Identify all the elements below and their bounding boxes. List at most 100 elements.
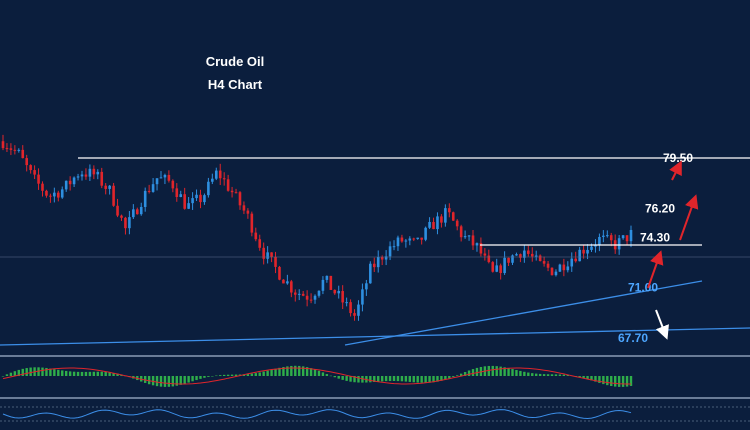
candle-body bbox=[171, 180, 175, 189]
candle-body bbox=[558, 264, 562, 272]
candle-body bbox=[270, 252, 273, 257]
candle-body bbox=[440, 216, 443, 223]
candle-body bbox=[293, 292, 297, 295]
candle-body bbox=[467, 235, 471, 237]
candle-body bbox=[72, 177, 76, 185]
candle-body bbox=[179, 194, 183, 197]
candle-body bbox=[286, 281, 289, 284]
candle-body bbox=[511, 255, 514, 263]
candle-body bbox=[546, 263, 550, 268]
candle-body bbox=[13, 149, 17, 151]
histogram-bar bbox=[68, 371, 72, 376]
histogram-bar bbox=[629, 376, 633, 386]
histogram-bar bbox=[606, 376, 609, 386]
candle-body bbox=[554, 271, 558, 276]
histogram-bar bbox=[621, 376, 625, 387]
candle-body bbox=[333, 289, 337, 294]
candle-body bbox=[471, 235, 475, 246]
candle-body bbox=[609, 235, 613, 241]
candle-body bbox=[412, 238, 416, 240]
histogram-bar bbox=[250, 373, 254, 376]
histogram-bar bbox=[175, 376, 178, 386]
candle-body bbox=[475, 243, 479, 246]
histogram-bar bbox=[270, 369, 273, 376]
histogram-bar bbox=[337, 376, 340, 379]
arrow-up-icon bbox=[647, 250, 664, 289]
candle-body bbox=[590, 246, 593, 250]
level-label: 74.30 bbox=[640, 230, 670, 244]
histogram-bar bbox=[373, 376, 376, 383]
histogram-bar bbox=[187, 376, 190, 383]
candle-body bbox=[124, 217, 127, 229]
candle-body bbox=[21, 149, 25, 159]
candle-body bbox=[211, 178, 214, 182]
histogram-bar bbox=[37, 367, 40, 376]
signal-line bbox=[2, 367, 631, 385]
histogram-bar bbox=[9, 372, 13, 376]
histogram-bar bbox=[519, 370, 522, 376]
histogram-bar bbox=[183, 376, 186, 384]
level-label: 76.20 bbox=[645, 201, 675, 215]
candle-body bbox=[337, 291, 341, 294]
candle-body bbox=[542, 261, 546, 264]
histogram-bar bbox=[219, 375, 222, 376]
candle-body bbox=[578, 249, 581, 262]
candle-body bbox=[396, 237, 400, 247]
candle-body bbox=[606, 235, 609, 237]
histogram-bar bbox=[471, 369, 475, 376]
candle-body bbox=[309, 299, 313, 301]
histogram-bar bbox=[262, 371, 265, 376]
histogram-bar bbox=[353, 376, 356, 383]
candle-body bbox=[9, 148, 13, 150]
level-label: 71.00 bbox=[628, 281, 658, 295]
candle-body bbox=[139, 206, 143, 215]
histogram-bar bbox=[45, 367, 48, 376]
histogram-bar bbox=[436, 376, 439, 382]
candle-body bbox=[499, 265, 502, 274]
candle-body bbox=[519, 254, 522, 258]
candle-body bbox=[562, 264, 566, 271]
candle-body bbox=[523, 250, 526, 258]
candle-body bbox=[432, 221, 435, 230]
candle-body bbox=[404, 240, 408, 242]
candle-body bbox=[495, 265, 499, 272]
candle-body bbox=[317, 290, 321, 296]
level-label: 79.50 bbox=[663, 151, 693, 165]
histogram-bar bbox=[535, 373, 538, 376]
candle-body bbox=[297, 293, 301, 295]
candle-body bbox=[582, 249, 585, 254]
histogram-bar bbox=[357, 376, 360, 383]
candle-body bbox=[594, 245, 597, 247]
candle-body bbox=[586, 249, 589, 254]
candle-body bbox=[325, 275, 329, 280]
candle-body bbox=[76, 176, 80, 178]
candle-body bbox=[487, 255, 491, 263]
candle-body bbox=[428, 221, 431, 228]
histogram-bar bbox=[582, 376, 585, 378]
histogram-bar bbox=[392, 376, 396, 382]
histogram-bar bbox=[171, 376, 175, 387]
histogram-bar bbox=[230, 374, 234, 376]
histogram-bar bbox=[64, 370, 68, 376]
candle-body bbox=[135, 209, 139, 215]
candle-body bbox=[380, 256, 384, 260]
histogram-bar bbox=[491, 365, 494, 376]
candle-body bbox=[436, 216, 439, 230]
candle-body bbox=[408, 238, 412, 241]
candle-body bbox=[104, 185, 107, 189]
histogram-bar bbox=[562, 374, 566, 376]
candle-body bbox=[376, 256, 380, 268]
candle-body bbox=[629, 229, 633, 242]
candle-body bbox=[534, 255, 538, 257]
candle-body bbox=[56, 192, 60, 198]
candle-body bbox=[238, 192, 242, 206]
candle-body bbox=[1, 141, 5, 149]
candle-body bbox=[84, 174, 88, 177]
histogram-bar bbox=[617, 376, 621, 387]
histogram-bar bbox=[61, 370, 64, 376]
candle-body bbox=[515, 254, 518, 256]
candle-body bbox=[29, 165, 32, 171]
histogram-bar bbox=[199, 376, 202, 379]
candle-body bbox=[132, 209, 135, 218]
histogram-bar bbox=[428, 376, 431, 383]
